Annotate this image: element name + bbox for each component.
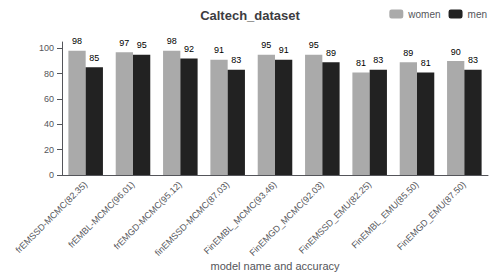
- svg-text:95: 95: [309, 40, 319, 50]
- svg-text:81: 81: [356, 58, 366, 68]
- svg-text:60: 60: [44, 94, 54, 104]
- svg-text:83: 83: [373, 55, 383, 65]
- svg-text:89: 89: [326, 48, 336, 58]
- svg-text:91: 91: [214, 45, 224, 55]
- svg-text:81: 81: [421, 58, 431, 68]
- svg-text:100: 100: [39, 43, 54, 53]
- svg-text:Caltech_dataset: Caltech_dataset: [200, 8, 300, 23]
- svg-text:FinEMBL_MCMC(93.46): FinEMBL_MCMC(93.46): [201, 179, 279, 257]
- svg-text:98: 98: [72, 36, 82, 46]
- svg-text:finEMSSD-MCMC(87.03): finEMSSD-MCMC(87.03): [153, 179, 231, 257]
- svg-text:frEMBL-MCMC(96.01): frEMBL-MCMC(96.01): [66, 179, 137, 250]
- svg-text:model name and accuracy: model name and accuracy: [210, 260, 340, 272]
- svg-text:92: 92: [184, 44, 194, 54]
- svg-text:men: men: [468, 9, 487, 20]
- svg-text:FinEMBL_EMU(85.50): FinEMBL_EMU(85.50): [349, 179, 421, 251]
- svg-text:89: 89: [403, 48, 413, 58]
- svg-text:frEMGD-MCMC(95.12): frEMGD-MCMC(95.12): [111, 179, 184, 252]
- svg-text:85: 85: [89, 53, 99, 63]
- svg-text:FinEMGD_MCMC(92.03): FinEMGD_MCMC(92.03): [247, 179, 325, 257]
- svg-text:women: women: [407, 9, 440, 20]
- svg-text:0: 0: [49, 170, 54, 180]
- svg-text:40: 40: [44, 119, 54, 129]
- svg-text:20: 20: [44, 145, 54, 155]
- svg-text:83: 83: [468, 55, 478, 65]
- svg-text:95: 95: [261, 40, 271, 50]
- svg-text:97: 97: [119, 38, 129, 48]
- svg-text:98: 98: [167, 36, 177, 46]
- svg-text:90: 90: [451, 47, 461, 57]
- svg-text:80: 80: [44, 69, 54, 79]
- svg-text:FinEMGD_EMU(87.50): FinEMGD_EMU(87.50): [395, 179, 468, 252]
- svg-text:95: 95: [137, 40, 147, 50]
- svg-text:FinEMSSD_EMU(82.25): FinEMSSD_EMU(82.25): [296, 179, 374, 256]
- svg-text:frEMSSD-MCMC(82.35): frEMSSD-MCMC(82.35): [13, 179, 90, 255]
- svg-text:83: 83: [231, 55, 241, 65]
- svg-text:91: 91: [279, 45, 289, 55]
